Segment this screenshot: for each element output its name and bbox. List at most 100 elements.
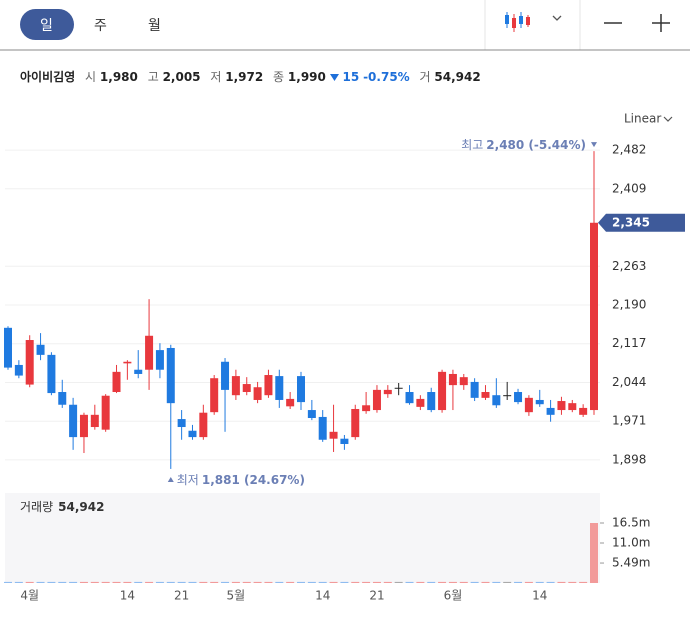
candle-body (177, 419, 186, 428)
candle-body (340, 438, 349, 445)
x-tick-label: 14 (120, 589, 135, 603)
candle-body (36, 344, 45, 355)
volume-tick-label: 16.5m (612, 516, 650, 530)
candle-body (492, 395, 501, 406)
high-label: 최고 (461, 138, 483, 152)
volume-bar (90, 581, 99, 583)
dropdown-chevron[interactable] (552, 15, 562, 21)
candle-body (231, 376, 240, 396)
x-tick-label: 5월 (227, 589, 246, 603)
change-pct: -0.75% (363, 70, 410, 84)
volume-bar (145, 581, 154, 583)
candle-body (557, 401, 566, 411)
chart-type-icon[interactable] (505, 12, 530, 32)
quote-label: 종 (273, 70, 285, 84)
volume-bar (286, 581, 295, 583)
volume-bar (340, 581, 349, 583)
candle-body (134, 369, 143, 374)
candle-body (362, 405, 371, 412)
volume-bar (47, 581, 56, 583)
candle-body (405, 392, 414, 404)
candle-body (4, 327, 12, 368)
candle-body (221, 361, 230, 390)
x-tick-label: 21 (174, 589, 189, 603)
quote-value: 2,005 (162, 70, 201, 84)
volume-title: 거래량 54,942 (20, 500, 104, 514)
y-tick-label: 1,898 (612, 452, 646, 466)
quote-label: 시 (85, 70, 97, 84)
candle-body (58, 392, 67, 405)
candle-body (372, 389, 381, 411)
scale-selector[interactable]: Linear (624, 112, 661, 126)
volume-title-label: 거래량 (20, 500, 53, 514)
volume-title-value: 54,942 (58, 500, 104, 514)
period-day-button[interactable] (20, 9, 74, 40)
y-tick-label: 2,190 (612, 298, 646, 312)
high-value: 2,480 (-5.44%) (486, 138, 586, 152)
candle-body (307, 410, 316, 419)
low-label: 최저 (177, 472, 199, 486)
candle-body (448, 373, 457, 386)
candle-body (514, 392, 523, 403)
candle-body (210, 378, 219, 413)
volume-tick-label: 11.0m (612, 536, 650, 550)
volume-bar (590, 523, 598, 583)
volume-bar (69, 581, 78, 583)
candle-body (242, 384, 251, 393)
volume-bar (351, 581, 360, 583)
volume-bar (438, 581, 447, 583)
candle-body (90, 414, 99, 428)
candle-body (199, 412, 208, 438)
volume-bar (199, 581, 208, 583)
volume-bar (524, 581, 533, 583)
quote-label: 저 (210, 70, 222, 84)
candle-body (394, 387, 403, 389)
candle-body (145, 335, 154, 370)
candle-body (459, 377, 468, 386)
volume-bar (242, 581, 251, 583)
volume-bar (253, 581, 262, 583)
candle-body (590, 222, 598, 411)
low-value: 1,881 (24.67%) (202, 472, 305, 486)
volume-bar (427, 581, 436, 583)
period-day[interactable]: 일 (40, 18, 53, 34)
volume-bar (231, 581, 240, 583)
period-month[interactable]: 월 (148, 18, 161, 34)
volume-bar (372, 581, 381, 583)
low-annotation: 최저 1,881 (24.67%) (177, 472, 305, 486)
low-marker (167, 476, 174, 482)
scale-chevron[interactable] (663, 116, 673, 122)
quote-value: 1,990 (287, 70, 326, 84)
down-arrow (329, 74, 339, 81)
volume-tick-label: 5.49m (612, 556, 650, 570)
candle-body (535, 399, 544, 405)
candle-body (69, 404, 78, 438)
current-price-tag (598, 213, 685, 232)
candle-body (383, 389, 392, 395)
zoom-in[interactable] (652, 14, 670, 32)
candle-body (297, 376, 305, 403)
change: 15 (342, 70, 360, 84)
volume-bar (25, 581, 34, 583)
volume-bar (318, 581, 327, 583)
volume-bar (329, 581, 338, 583)
volume-bar (394, 581, 403, 583)
volume-bar (221, 581, 230, 583)
volume-bar (4, 581, 12, 583)
volume-bar (79, 581, 88, 583)
candle-body (264, 375, 273, 396)
candle-body (47, 354, 56, 394)
period-week[interactable]: 주 (94, 18, 107, 34)
volume-bar (275, 581, 284, 583)
volume-bar (481, 581, 490, 583)
volume-bar (492, 581, 501, 583)
candle-body (546, 407, 555, 415)
volume-bar (307, 581, 316, 583)
candle-body (329, 431, 338, 439)
x-tick-label: 14 (532, 589, 547, 603)
quote-row: 아이비김영 시 1,980 고 2,005 저 1,972 종 1,990 15… (20, 68, 481, 85)
volume-bar (568, 581, 577, 583)
volume-bar (514, 581, 523, 583)
candle-body (123, 361, 132, 364)
